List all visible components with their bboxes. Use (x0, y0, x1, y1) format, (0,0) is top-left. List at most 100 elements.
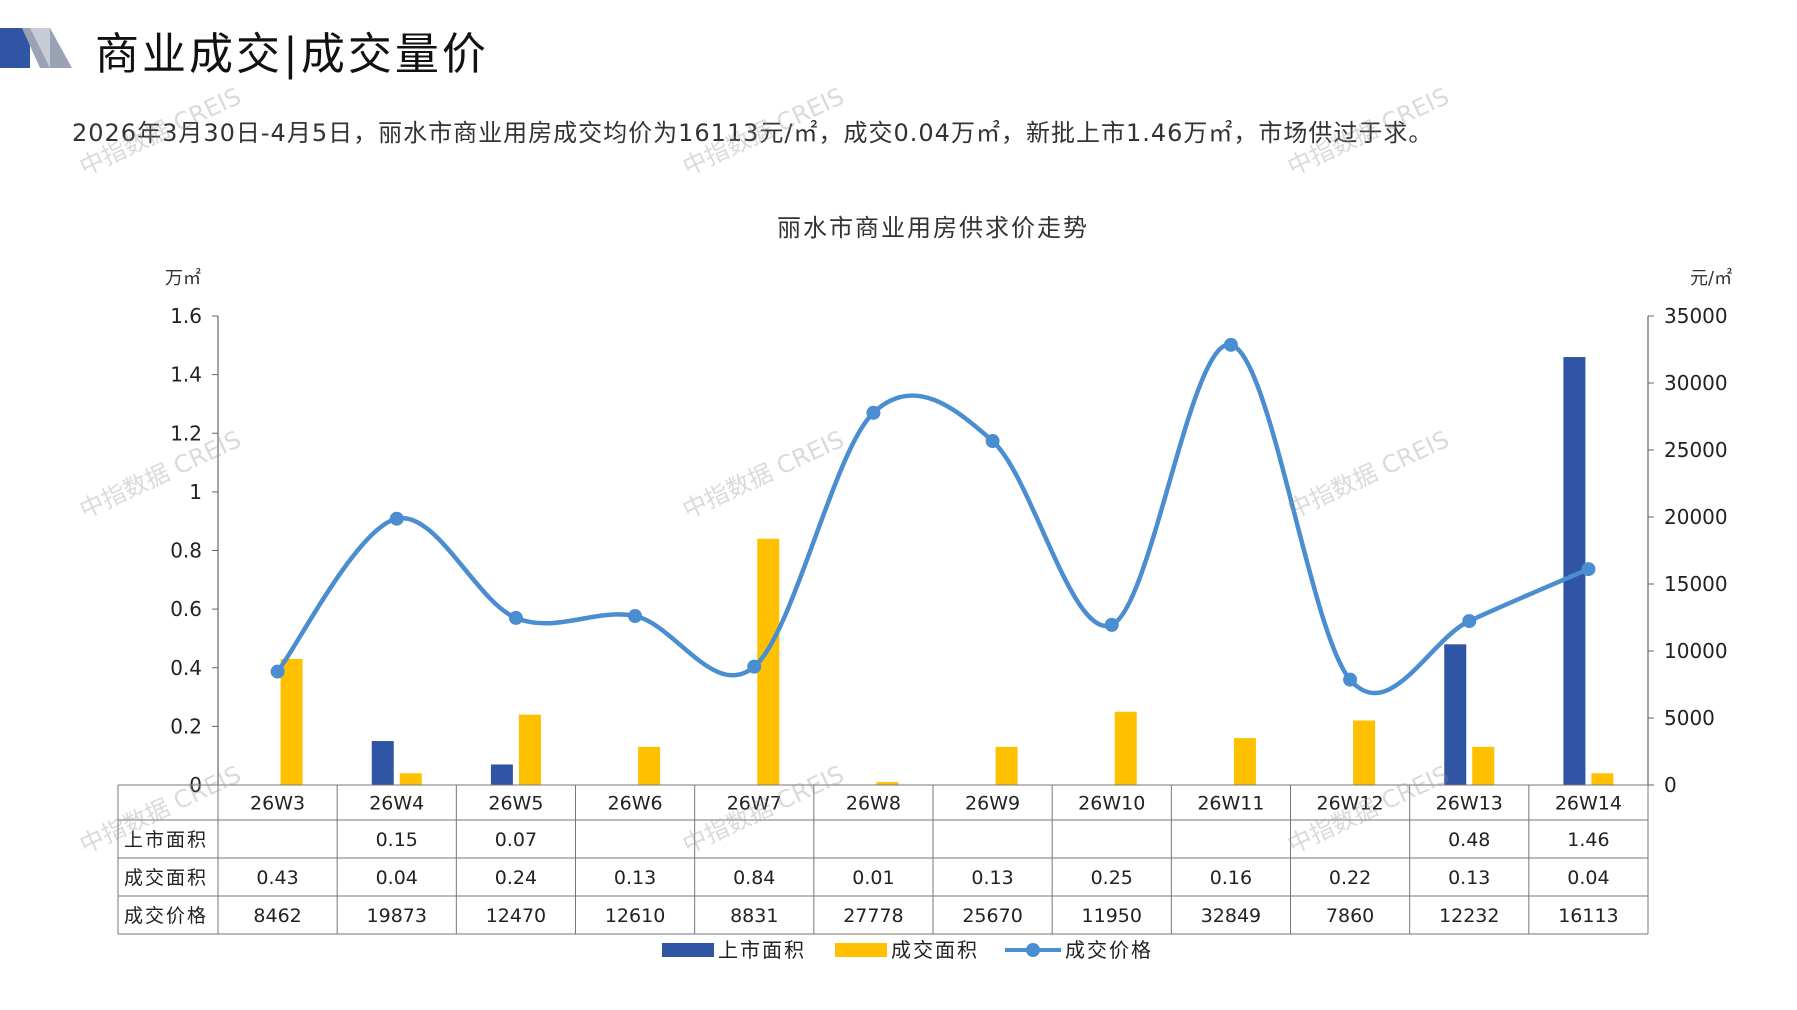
price-point (1223, 337, 1238, 352)
category-label: 26W6 (608, 793, 663, 815)
bar-transaction (1591, 773, 1614, 785)
table-cell: 1.46 (1567, 829, 1609, 851)
y-axis-right-unit: 元/㎡ (1690, 267, 1732, 289)
y-left-tick-label: 1.6 (170, 304, 202, 328)
bar-transaction (995, 746, 1018, 785)
chart-title: 丽水市商业用房供求价走势 (777, 214, 1089, 242)
bar-transaction (876, 782, 899, 785)
bar-transaction (757, 538, 780, 785)
table-cell: 0.13 (971, 867, 1013, 889)
table-cell: 12232 (1439, 905, 1499, 927)
category-label: 26W14 (1555, 793, 1622, 815)
bar-transaction (1353, 720, 1376, 785)
table-cell: 0.15 (376, 829, 418, 851)
price-point (1343, 672, 1358, 687)
bar-supply (490, 764, 513, 785)
table-cell: 0.43 (256, 867, 298, 889)
table-cell: 0.04 (376, 867, 418, 889)
category-label: 26W4 (369, 793, 424, 815)
bar-transaction (638, 746, 661, 785)
table-cell: 11950 (1082, 905, 1142, 927)
category-label: 26W5 (488, 793, 543, 815)
y-right-tick-label: 0 (1664, 773, 1677, 797)
y-right-tick-label: 35000 (1664, 304, 1728, 328)
price-point (270, 664, 285, 679)
y-axis-left-unit: 万㎡ (165, 267, 201, 289)
y-right-tick-label: 20000 (1664, 505, 1728, 529)
legend-swatch-supply (662, 943, 714, 957)
y-left-tick-label: 1 (189, 480, 202, 504)
table-row-header: 上市面积 (124, 829, 208, 851)
category-label: 26W3 (250, 793, 305, 815)
table-cell: 12470 (486, 905, 546, 927)
bar-transaction (1233, 738, 1256, 785)
bar-supply (371, 741, 394, 785)
price-point (747, 659, 762, 674)
table-cell: 7860 (1326, 905, 1374, 927)
y-right-tick-label: 25000 (1664, 438, 1728, 462)
legend-label-price: 成交价格 (1065, 938, 1153, 962)
legend-label-transaction: 成交面积 (891, 938, 979, 962)
price-line (275, 342, 1590, 696)
category-label: 26W10 (1078, 793, 1145, 815)
legend-swatch-transaction (835, 943, 887, 957)
table-cell: 0.22 (1329, 867, 1371, 889)
y-right-tick-label: 10000 (1664, 639, 1728, 663)
table-cell: 0.04 (1567, 867, 1609, 889)
bar-supply (1563, 357, 1586, 785)
table-cell: 8462 (253, 905, 301, 927)
y-right-tick-label: 30000 (1664, 371, 1728, 395)
table-cell: 0.01 (852, 867, 894, 889)
bar-supply (1444, 644, 1467, 785)
category-label: 26W11 (1197, 793, 1264, 815)
price-point (1104, 617, 1119, 632)
y-right-tick-label: 15000 (1664, 572, 1728, 596)
y-left-tick-label: 1.4 (170, 363, 202, 387)
table-cell: 0.07 (495, 829, 537, 851)
y-left-tick-label: 0.4 (170, 656, 202, 680)
price-point (1462, 614, 1477, 629)
table-cell: 25670 (962, 905, 1022, 927)
table-cell: 0.25 (1091, 867, 1133, 889)
table-cell: 0.13 (1448, 867, 1490, 889)
table-cell: 12610 (605, 905, 665, 927)
price-point (1581, 562, 1596, 577)
category-label: 26W13 (1436, 793, 1503, 815)
bar-transaction (1472, 746, 1495, 785)
table-cell: 19873 (367, 905, 427, 927)
y-left-tick-label: 1.2 (170, 421, 202, 445)
table-row-header: 成交价格 (124, 905, 208, 927)
price-point (985, 434, 1000, 449)
bar-transaction (518, 714, 541, 785)
category-label: 26W9 (965, 793, 1020, 815)
summary-text: 2026年3月30日-4月5日，丽水市商业用房成交均价为16113元/㎡，成交0… (72, 119, 1434, 147)
page-title: 商业成交|成交量价 (95, 29, 489, 80)
category-label: 26W8 (846, 793, 901, 815)
bar-transaction (280, 658, 303, 785)
table-cell: 0.24 (495, 867, 537, 889)
price-point (628, 609, 643, 624)
table-cell: 32849 (1201, 905, 1261, 927)
brand-logo-icon (0, 28, 72, 68)
legend-marker-price (1026, 943, 1040, 957)
legend-label-supply: 上市面积 (718, 938, 806, 962)
price-point (866, 405, 881, 420)
table-cell: 27778 (843, 905, 903, 927)
y-left-tick-label: 0.6 (170, 597, 202, 621)
bar-transaction (1114, 711, 1137, 785)
table-cell: 0.84 (733, 867, 775, 889)
category-label: 26W7 (727, 793, 782, 815)
table-cell: 0.13 (614, 867, 656, 889)
table-row-header: 成交面积 (124, 867, 208, 889)
price-point (508, 610, 523, 625)
table-cell: 0.16 (1210, 867, 1252, 889)
table-cell: 0.48 (1448, 829, 1490, 851)
price-point (389, 511, 404, 526)
table-cell: 8831 (730, 905, 778, 927)
table-cell: 16113 (1558, 905, 1618, 927)
y-right-tick-label: 5000 (1664, 706, 1715, 730)
y-left-tick-label: 0.2 (170, 714, 202, 738)
category-label: 26W12 (1317, 793, 1384, 815)
bar-transaction (399, 773, 422, 785)
